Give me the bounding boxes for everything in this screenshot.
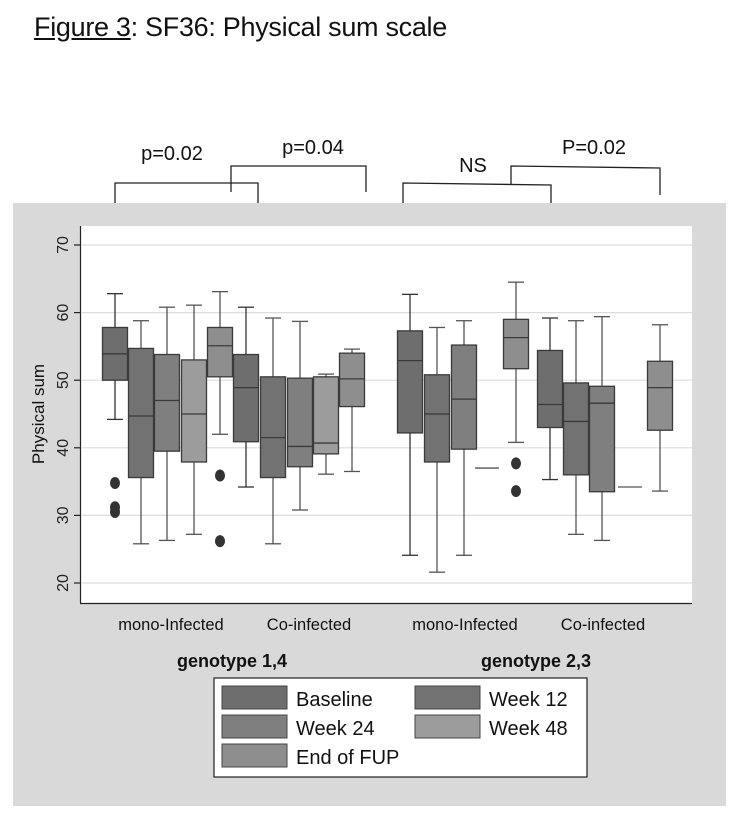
box-1-0-baseline-iqr [396, 330, 424, 434]
legend: Baseline Week 12 Week 24 Week 48 End of … [213, 677, 588, 778]
box-1-0-week-24 [450, 320, 478, 556]
box-1-0-end-of-fup-outlier-0 [511, 457, 521, 470]
box-0-0-week-12 [127, 320, 155, 545]
annotation-ns: NS [459, 155, 487, 177]
legend-label-week24: Week 24 [296, 718, 375, 740]
box-1-0-baseline [396, 293, 424, 556]
box-1-1-week-12-iqr [562, 382, 590, 476]
genotype-label-23: genotype 2,3 [481, 651, 591, 671]
legend-swatch-week24 [221, 714, 288, 739]
box-1-0-end-of-fup [502, 281, 530, 498]
box-0-0-end-of-fup-outlier-0 [215, 469, 225, 482]
box-0-0-baseline-outlier-0 [110, 476, 120, 489]
axes [79, 226, 692, 605]
box-1-1-week-24-iqr [588, 385, 616, 493]
annotation-p002-left: p=0.02 [141, 143, 203, 165]
box-0-0-baseline-outlier-2 [110, 506, 120, 519]
legend-swatch-week12 [414, 685, 481, 710]
box-0-0-week-24-iqr [153, 353, 181, 452]
box-1-0-week-12-iqr [423, 374, 451, 463]
box-0-0-week-12-iqr [127, 347, 155, 479]
bracket-ns [402, 182, 552, 203]
y-axis-label: Physical sum [29, 364, 48, 464]
box-1-1-week-24 [588, 316, 616, 542]
y-tick-label-20: 20 [55, 574, 72, 592]
legend-swatch-week48 [414, 714, 481, 739]
figure-title-prefix: Figure 3 [34, 12, 131, 42]
box-1-0-end-of-fup-iqr [502, 318, 530, 370]
box-0-1-week-48 [312, 373, 340, 475]
genotype-label-14: genotype 1,4 [177, 651, 287, 671]
box-0-1-week-48-iqr [312, 376, 340, 455]
legend-label-week48: Week 48 [489, 718, 568, 740]
box-0-1-end-of-fup [338, 348, 366, 473]
box-0-0-week-24 [153, 306, 181, 542]
box-1-1-baseline-iqr [536, 349, 564, 429]
box-0-1-week-12 [259, 317, 287, 545]
figure-title-rest: : SF36: Physical sum scale [130, 12, 448, 42]
box-1-1-end-of-fup [646, 324, 674, 492]
box-0-0-end-of-fup [206, 290, 234, 548]
y-tick-label-60: 60 [55, 304, 72, 322]
box-1-1-end-of-fup-iqr [646, 360, 674, 431]
bracket-p002-right [510, 165, 661, 195]
y-ticks: 20 30 40 50 60 70 [55, 236, 80, 592]
group-label-g14-mono: mono-Infected [118, 616, 223, 634]
box-0-1-week-24 [286, 320, 314, 511]
box-0-0-week-48 [180, 304, 208, 535]
box-0-1-end-of-fup-iqr [338, 352, 366, 408]
box-0-0-end-of-fup-iqr [206, 326, 234, 378]
box-0-1-week-24-iqr [286, 377, 314, 468]
box-0-1-baseline-iqr [232, 353, 260, 443]
bracket-p004 [230, 165, 367, 192]
boxes [101, 281, 674, 573]
y-tick-label-50: 50 [55, 371, 72, 389]
box-1-1-baseline [536, 317, 564, 481]
group-label-g23-mono: mono-Infected [412, 616, 517, 634]
box-1-0-week-24-iqr [450, 344, 478, 450]
group-label-g23-co: Co-infected [561, 616, 645, 634]
box-0-1-baseline [232, 306, 260, 488]
legend-label-baseline: Baseline [296, 689, 373, 711]
group-label-g14-co: Co-infected [267, 616, 351, 634]
box-1-1-week-12 [562, 320, 590, 535]
box-1-0-week-12 [423, 326, 451, 573]
annotation-p002-right: P=0.02 [562, 137, 626, 159]
figure-title: Figure 3: SF36: Physical sum scale [34, 12, 447, 43]
legend-swatch-baseline [221, 685, 288, 710]
y-tick-label-40: 40 [55, 439, 72, 457]
y-tick-label-70: 70 [55, 236, 72, 254]
legend-label-end-of-fup: End of FUP [296, 747, 399, 769]
box-0-0-baseline [101, 293, 129, 519]
legend-label-week12: Week 12 [489, 689, 568, 711]
y-tick-label-30: 30 [55, 506, 72, 524]
bracket-p002-left [114, 182, 259, 203]
legend-swatch-end-of-fup [221, 743, 288, 768]
significance-brackets [114, 165, 661, 203]
box-0-0-end-of-fup-outlier-1 [215, 535, 225, 548]
box-0-0-week-48-iqr [180, 359, 208, 463]
annotation-p004: p=0.04 [282, 137, 344, 159]
box-1-0-end-of-fup-outlier-1 [511, 485, 521, 498]
box-0-1-week-12-iqr [259, 376, 287, 479]
